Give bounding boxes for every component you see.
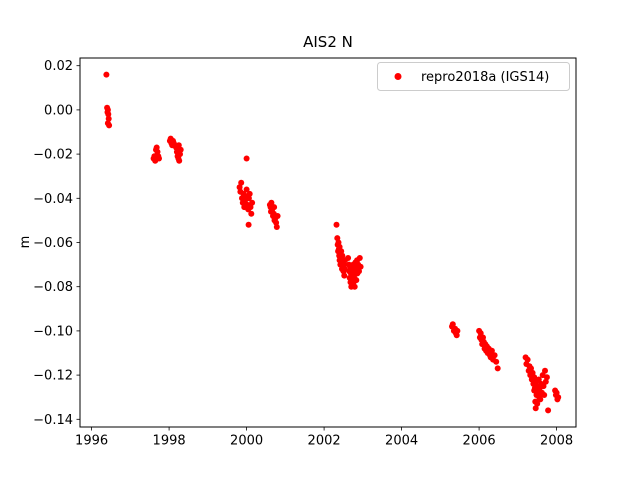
y-tick-label: 0.00 [44, 103, 73, 118]
y-axis-label: m [18, 236, 33, 249]
data-point [545, 407, 552, 414]
data-point [555, 394, 562, 401]
data-point [357, 263, 364, 270]
data-point [177, 151, 183, 158]
y-tick-label: −0.10 [33, 324, 73, 339]
y-axis: 0.02 0.00 −0.02 −0.04 −0.06 −0.08 −0.10 −0.12 −0… [33, 59, 80, 428]
data-point [243, 186, 250, 193]
data-point [249, 199, 256, 206]
y-tick-label: −0.08 [33, 280, 73, 295]
y-tick-label: −0.14 [33, 413, 73, 428]
data-point [345, 255, 352, 261]
data-point [535, 376, 542, 383]
plot-area [80, 58, 576, 427]
data-point [238, 179, 245, 186]
data-point [103, 71, 110, 78]
legend: repro2018a (IGS14) [377, 62, 570, 91]
data-point [543, 374, 550, 381]
data-point [524, 356, 531, 363]
data-point [175, 142, 182, 149]
y-tick-label: −0.02 [33, 148, 73, 163]
data-point [105, 111, 112, 118]
x-tick-label: 2002 [308, 434, 341, 449]
data-point [271, 204, 278, 211]
data-point [351, 283, 358, 290]
data-point [341, 266, 348, 272]
x-tick-label: 2008 [540, 434, 573, 449]
data-point [104, 106, 111, 113]
x-tick-label: 2000 [230, 434, 263, 449]
data-point [453, 332, 460, 339]
legend-box [377, 62, 570, 91]
data-point [243, 155, 250, 162]
data-point [246, 190, 253, 197]
x-tick-label: 1998 [153, 434, 186, 449]
data-point [170, 140, 177, 147]
data-point [274, 213, 281, 219]
data-point [494, 365, 501, 372]
data-point [338, 248, 345, 255]
y-tick-label: −0.06 [33, 236, 73, 251]
data-point [156, 155, 162, 162]
data-point [245, 221, 252, 228]
y-tick-label: −0.12 [33, 369, 73, 384]
data-point [106, 122, 113, 129]
data-point [273, 224, 280, 230]
x-tick-label: 2006 [463, 434, 496, 449]
data-point [541, 392, 548, 398]
scatter-series [103, 71, 562, 414]
data-point [528, 365, 534, 372]
data-point [449, 321, 456, 328]
data-point [248, 210, 255, 217]
data-point [488, 347, 495, 354]
data-point [540, 383, 547, 390]
data-point [491, 352, 498, 359]
y-tick-label: −0.04 [33, 192, 73, 207]
chart-title: AIS2 N [303, 33, 353, 51]
data-point [268, 199, 275, 206]
data-point [356, 255, 363, 261]
data-point [493, 358, 500, 365]
x-tick-label: 2004 [385, 434, 418, 449]
data-point [341, 272, 348, 279]
legend-label: repro2018a (IGS14) [421, 70, 549, 85]
data-point [454, 327, 461, 334]
x-tick-label: 1996 [75, 434, 108, 449]
x-axis: 1996 1998 2000 2002 2004 2006 2008 [75, 427, 573, 449]
data-point [353, 277, 360, 284]
data-point [542, 367, 548, 374]
y-tick-label: 0.02 [44, 59, 73, 74]
legend-marker-icon [394, 73, 402, 80]
data-point [534, 400, 541, 407]
data-point [537, 396, 544, 403]
data-point [273, 219, 280, 226]
data-point [477, 330, 484, 337]
data-point [176, 157, 183, 164]
data-point [333, 221, 340, 228]
